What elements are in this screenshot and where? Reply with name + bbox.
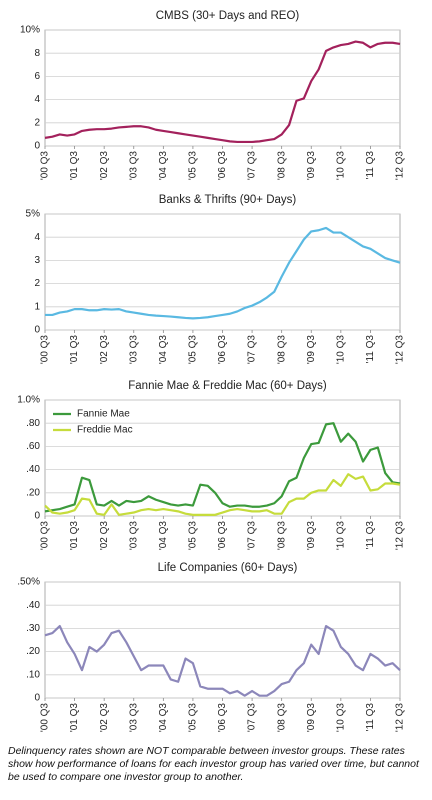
- x-tick-label: '11 Q3: [365, 521, 376, 550]
- x-tick-label: '09 Q3: [306, 335, 317, 365]
- x-tick-label: '05 Q3: [188, 151, 199, 181]
- y-tick-label: 4: [34, 232, 40, 243]
- y-tick-label: .30: [26, 623, 40, 634]
- charts: CMBS (30+ Days and REO) 0 2 4 6 8 10% '00 Q3 '01…: [17, 10, 406, 733]
- x-tick-label: '09 Q3: [306, 151, 317, 181]
- x-tick-label: '11 Q3: [365, 335, 376, 364]
- y-tick-label: .50%: [17, 577, 40, 588]
- chart-title: Banks & Thrifts (90+ Days): [159, 194, 297, 206]
- y-tick-label: 0: [34, 141, 40, 152]
- x-tick-label: '07 Q3: [247, 151, 258, 181]
- x-tick-label: '01 Q3: [69, 151, 80, 181]
- x-tick-label: '08 Q3: [276, 335, 287, 365]
- y-tick-label: .80: [26, 418, 40, 429]
- y-tick-label: 0: [34, 693, 40, 704]
- x-tick-label: '11 Q3: [365, 703, 376, 732]
- legend-label: Freddie Mac: [77, 425, 133, 436]
- x-tick-label: '00 Q3: [40, 335, 51, 365]
- x-tick-label: '01 Q3: [69, 335, 80, 365]
- x-tick-label: '05 Q3: [188, 521, 199, 551]
- y-tick-label: .20: [26, 487, 40, 498]
- y-tick-label: 6: [34, 71, 40, 82]
- x-tick-label: '00 Q3: [40, 521, 51, 551]
- x-tick-label: '10 Q3: [335, 335, 346, 365]
- line: [44, 624, 401, 697]
- footnote: Delinquency rates shown are NOT comparab…: [8, 745, 419, 783]
- x-tick-label: '12 Q3: [395, 151, 406, 181]
- x-tick-label: '04 Q3: [158, 521, 169, 551]
- legend-label: Fannie Mae: [77, 409, 130, 420]
- x-tick-label: '06 Q3: [217, 151, 228, 181]
- y-tick-label: .40: [26, 600, 40, 611]
- x-tick-label: '00 Q3: [40, 151, 51, 181]
- y-tick-label: 1: [34, 301, 40, 312]
- plot-frame: [44, 581, 401, 699]
- y-tick-label: 0: [34, 325, 40, 336]
- y-tick-label: 3: [34, 255, 40, 266]
- x-tick-label: '10 Q3: [335, 703, 346, 733]
- x-tick-label: '01 Q3: [69, 521, 80, 551]
- line: [45, 226, 401, 320]
- x-tick-label: '03 Q3: [128, 335, 139, 365]
- x-tick-label: '01 Q3: [69, 703, 80, 733]
- x-tick-label: '05 Q3: [188, 335, 199, 365]
- x-tick-label: '03 Q3: [128, 151, 139, 181]
- x-tick-label: '02 Q3: [99, 521, 110, 551]
- chart-title: Fannie Mae & Freddie Mac (60+ Days): [128, 380, 327, 392]
- chart-title: CMBS (30+ Days and REO): [156, 10, 300, 22]
- y-tick-label: 0: [34, 511, 40, 522]
- x-tick-label: '10 Q3: [335, 521, 346, 551]
- line: [44, 473, 401, 516]
- line: [44, 40, 401, 144]
- x-tick-label: '09 Q3: [306, 703, 317, 733]
- y-tick-label: 4: [34, 94, 40, 105]
- x-tick-label: '08 Q3: [276, 703, 287, 733]
- y-tick-label: .10: [26, 669, 40, 680]
- x-tick-label: '04 Q3: [158, 151, 169, 181]
- y-tick-label: .20: [26, 646, 40, 657]
- x-tick-label: '08 Q3: [276, 521, 287, 551]
- x-tick-label: '12 Q3: [395, 335, 406, 365]
- x-tick-label: '11 Q3: [365, 151, 376, 180]
- x-tick-label: '03 Q3: [128, 703, 139, 733]
- y-tick-label: 2: [34, 117, 40, 128]
- plot-frame: [44, 213, 401, 331]
- x-tick-label: '04 Q3: [158, 703, 169, 733]
- x-tick-label: '06 Q3: [217, 335, 228, 365]
- x-tick-label: '06 Q3: [217, 521, 228, 551]
- x-tick-label: '12 Q3: [395, 703, 406, 733]
- x-tick-label: '00 Q3: [40, 703, 51, 733]
- y-tick-label: 1.0%: [17, 395, 40, 406]
- y-tick-label: .40: [26, 464, 40, 475]
- x-tick-label: '07 Q3: [247, 335, 258, 365]
- x-tick-label: '03 Q3: [128, 521, 139, 551]
- x-tick-label: '10 Q3: [335, 151, 346, 181]
- x-tick-label: '05 Q3: [188, 703, 199, 733]
- x-tick-label: '12 Q3: [395, 521, 406, 551]
- x-tick-label: '06 Q3: [217, 703, 228, 733]
- x-tick-label: '04 Q3: [158, 335, 169, 365]
- x-tick-label: '02 Q3: [99, 151, 110, 181]
- x-tick-label: '02 Q3: [99, 703, 110, 733]
- x-tick-label: '07 Q3: [247, 703, 258, 733]
- line: [44, 422, 401, 513]
- x-tick-label: '08 Q3: [276, 151, 287, 181]
- y-tick-label: 5%: [26, 209, 41, 220]
- x-tick-label: '02 Q3: [99, 335, 110, 365]
- y-tick-label: 10%: [20, 25, 40, 36]
- y-tick-label: 8: [34, 48, 40, 59]
- x-tick-label: '07 Q3: [247, 521, 258, 551]
- x-tick-label: '09 Q3: [306, 521, 317, 551]
- y-tick-label: 2: [34, 278, 40, 289]
- y-tick-label: .60: [26, 441, 40, 452]
- chart-title: Life Companies (60+ Days): [158, 562, 298, 574]
